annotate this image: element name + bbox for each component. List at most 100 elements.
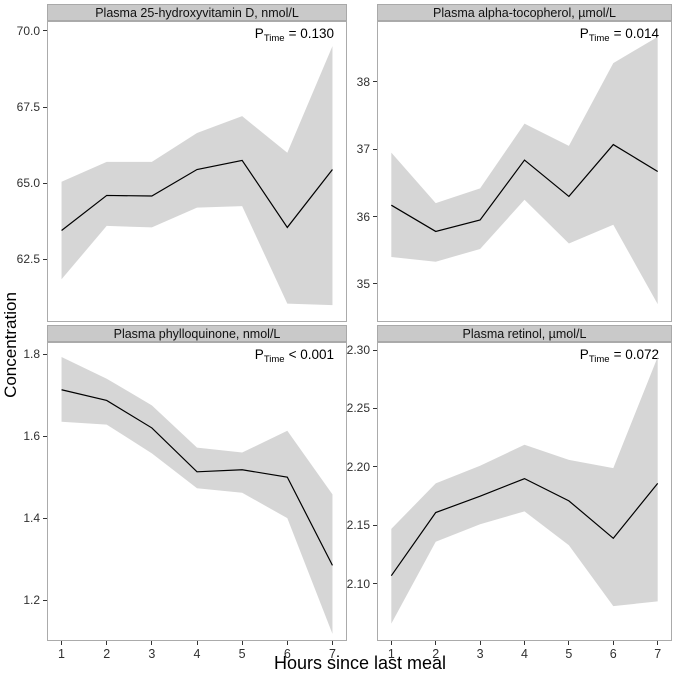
mean-line: [391, 143, 658, 233]
y-tick-label: 1.2: [23, 593, 40, 608]
x-tick-label: 4: [193, 647, 201, 661]
confidence-ribbon: [61, 356, 333, 634]
y-tick-mark: [373, 524, 377, 526]
facet-strip-label: Plasma retinol, µmol/L: [462, 326, 587, 341]
p-symbol: P: [254, 347, 264, 362]
x-tick-label: 3: [476, 647, 484, 661]
p-subscript: Time: [263, 354, 285, 365]
p-subscript: Time: [588, 354, 610, 365]
y-tick-label: 1.4: [23, 511, 40, 526]
y-tick-label: 65.0: [16, 176, 40, 191]
facet-strip: Plasma 25-hydroxyvitamin D, nmol/L: [47, 4, 347, 21]
mean-line: [61, 389, 333, 566]
p-symbol: P: [579, 26, 589, 41]
p-value-annotation: PTime = 0.072: [580, 347, 659, 365]
y-tick-mark: [43, 30, 47, 32]
x-tick-mark: [390, 641, 392, 645]
chart-canvas: [61, 46, 333, 306]
y-tick-mark: [43, 599, 47, 601]
plot-area: PTime = 0.072: [377, 342, 672, 641]
y-tick-label: 38: [356, 74, 370, 89]
facet-strip-label: Plasma 25-hydroxyvitamin D, nmol/L: [95, 5, 299, 20]
x-tick-mark: [479, 641, 481, 645]
y-tick-label: 70.0: [16, 23, 40, 38]
x-tick-mark: [196, 641, 198, 645]
y-tick-mark: [373, 349, 377, 351]
x-axis-title: Hours since last meal: [273, 653, 447, 673]
p-subscript: Time: [588, 33, 610, 44]
x-tick-mark: [612, 641, 614, 645]
plot-area: PTime < 0.001: [47, 342, 347, 641]
y-tick-mark: [373, 148, 377, 150]
confidence-ribbon: [391, 36, 658, 305]
p-value: = 0.072: [613, 347, 659, 362]
x-tick-label: 2: [103, 647, 111, 661]
mean-line: [390, 477, 659, 577]
x-tick-label: 4: [521, 647, 528, 661]
x-tick-label: 5: [565, 647, 573, 661]
p-value-annotation: PTime < 0.001: [255, 347, 334, 365]
y-tick-label: 2.15: [346, 518, 370, 533]
x-tick-mark: [61, 641, 63, 645]
p-subscript: Time: [263, 33, 285, 44]
y-tick-mark: [373, 283, 377, 285]
p-value: < 0.001: [288, 347, 334, 362]
y-tick-label: 2.20: [346, 459, 370, 474]
x-tick-label: 3: [148, 647, 156, 661]
x-tick-mark: [524, 641, 525, 645]
chart-canvas: [61, 356, 333, 634]
y-tick-mark: [43, 517, 47, 519]
p-symbol: P: [579, 347, 589, 362]
y-tick-label: 2.25: [346, 401, 370, 416]
x-tick-mark: [331, 641, 333, 645]
x-tick-mark: [241, 641, 243, 645]
facet-strip-label: Plasma phylloquinone, nmol/L: [113, 326, 281, 341]
plot-area: PTime = 0.130: [47, 21, 347, 322]
facet-strip: Plasma phylloquinone, nmol/L: [47, 325, 347, 342]
p-symbol: P: [254, 26, 264, 41]
facet-strip: Plasma alpha-tocopherol, µmol/L: [377, 4, 672, 21]
x-tick-label: 6: [283, 647, 291, 661]
x-tick-label: 5: [238, 647, 246, 661]
y-tick-label: 2.10: [346, 576, 370, 591]
p-value: = 0.014: [613, 26, 659, 41]
y-tick-mark: [373, 407, 377, 409]
p-value: = 0.130: [288, 26, 334, 41]
facet-strip: Plasma retinol, µmol/L: [377, 325, 672, 342]
x-tick-label: 1: [387, 647, 395, 661]
y-tick-mark: [43, 258, 47, 260]
chart-canvas: [391, 36, 658, 305]
x-tick-label: 7: [328, 647, 336, 661]
y-tick-mark: [43, 182, 47, 184]
p-value-annotation: PTime = 0.014: [580, 26, 659, 44]
confidence-ribbon: [391, 357, 658, 624]
y-tick-label: 36: [356, 209, 370, 224]
y-axis-title: Concentration: [1, 292, 20, 398]
y-tick-label: 37: [356, 142, 370, 157]
x-tick-mark: [106, 641, 108, 645]
x-tick-mark: [568, 641, 570, 645]
x-tick-mark: [435, 641, 437, 645]
y-tick-label: 35: [356, 276, 370, 291]
x-tick-label: 6: [609, 647, 617, 661]
x-tick-mark: [657, 641, 659, 645]
y-tick-mark: [373, 466, 377, 468]
x-tick-label: 7: [654, 647, 662, 661]
y-tick-mark: [373, 81, 377, 83]
plot-area: PTime = 0.014: [377, 21, 672, 322]
y-tick-label: 2.30: [346, 343, 370, 358]
y-tick-mark: [43, 106, 47, 108]
y-tick-mark: [373, 216, 377, 218]
p-value-annotation: PTime = 0.130: [255, 26, 334, 44]
confidence-ribbon: [61, 46, 333, 306]
facet-strip-label: Plasma alpha-tocopherol, µmol/L: [433, 5, 616, 20]
x-tick-mark: [151, 641, 153, 645]
x-tick-label: 1: [58, 647, 65, 661]
x-tick-label: 2: [432, 647, 440, 661]
y-tick-label: 67.5: [16, 100, 40, 115]
y-tick-mark: [43, 435, 47, 437]
chart-canvas: [390, 357, 659, 624]
y-tick-label: 62.5: [16, 252, 40, 267]
x-tick-mark: [286, 641, 288, 645]
